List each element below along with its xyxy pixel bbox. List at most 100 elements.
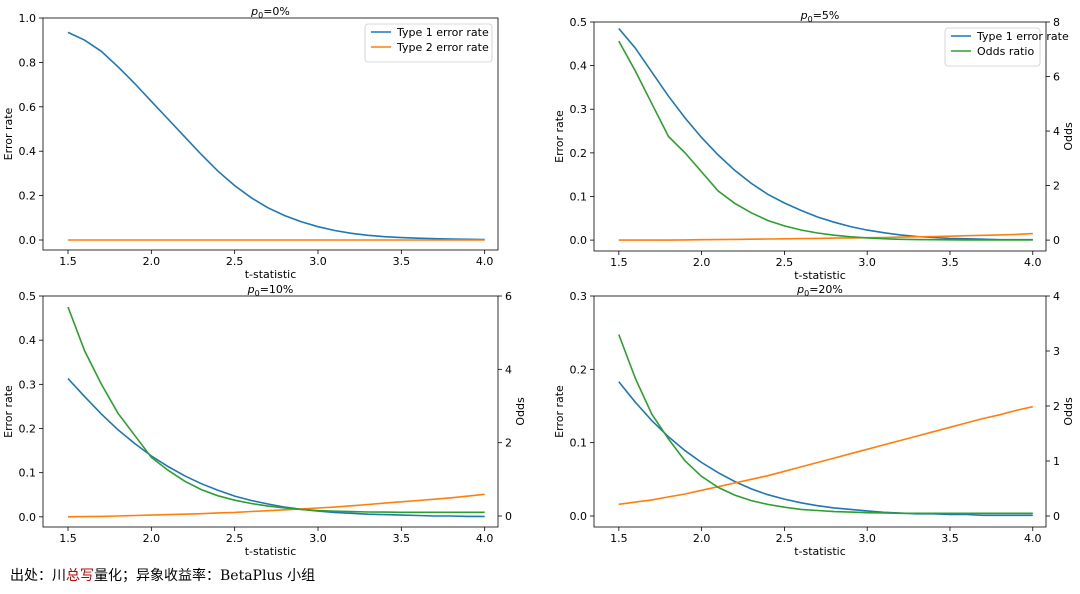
y-tick-label: 0.4 [19, 334, 37, 347]
y2-tick-label: 2 [505, 437, 512, 450]
y-tick-label: 0.0 [570, 510, 588, 523]
y-tick-label: 0.5 [570, 16, 588, 29]
series-line [618, 381, 1033, 517]
chart-panel: 1.5 2.0 2.5 3.0 3.5 4.0 0.0 0.1 0.2 0.3 0.4 0.5 0 2 4 6… [553, 9, 1075, 282]
x-tick-label: 2.0 [693, 256, 711, 269]
caption-suffix: 量化；异象收益率：BetaPlus 小组 [94, 568, 316, 584]
x-tick-label: 3.0 [309, 255, 327, 268]
x-tick-label: 2.0 [143, 255, 161, 268]
series-line [67, 378, 485, 518]
y-axis-label: Error rate [553, 385, 566, 438]
chart-title: p0=10% [247, 283, 294, 298]
x-tick-label: 2.5 [776, 256, 794, 269]
source-caption: 出处：川总写量化；异象收益率：BetaPlus 小组 [10, 565, 315, 585]
figure: 1.5 2.0 2.5 3.0 3.5 4.0 0.0 0.2 0.4 0.6 0.8 1.0 t-st… [2, 5, 1075, 558]
x-tick-label: 2.0 [143, 532, 161, 545]
legend-box [364, 23, 493, 63]
series-line [67, 306, 485, 514]
x-tick-label: 2.0 [693, 532, 711, 545]
y2-tick-label: 0 [1053, 234, 1060, 247]
plot-frame [42, 295, 499, 528]
x-tick-label: 1.5 [59, 532, 77, 545]
x-axis-label: t-statistic [245, 545, 297, 558]
y-tick-label: 0.3 [570, 103, 588, 116]
series-line [618, 232, 1033, 241]
y-tick-label: 0.4 [570, 60, 588, 73]
y2-tick-label: 0 [505, 510, 512, 523]
x-tick-label: 3.5 [941, 532, 959, 545]
y-tick-label: 0.0 [570, 234, 588, 247]
y2-tick-label: 6 [1053, 71, 1060, 84]
x-axis-label: t-statistic [245, 268, 297, 281]
y-axis-label: Error rate [2, 385, 15, 438]
x-tick-label: 2.5 [226, 532, 244, 545]
y2-tick-label: 4 [1053, 290, 1060, 303]
x-tick-label: 1.5 [610, 532, 628, 545]
x-tick-label: 1.5 [59, 255, 77, 268]
x-tick-label: 3.5 [393, 532, 411, 545]
y2-tick-label: 4 [1053, 125, 1060, 138]
y2-tick-label: 1 [1053, 455, 1060, 468]
y2-tick-label: 0 [1053, 510, 1060, 523]
x-tick-label: 4.0 [1024, 532, 1042, 545]
x-axis-label: t-statistic [794, 269, 846, 282]
y2-tick-label: 8 [1053, 16, 1060, 29]
chart-panel: 1.5 2.0 2.5 3.0 3.5 4.0 0.0 0.1 0.2 0.3 0 1 2 3 4 Odds t… [553, 283, 1075, 558]
plot-frame [593, 295, 1047, 528]
legend-label: Type 1 error rate [396, 26, 489, 39]
y-tick-label: 0.3 [19, 378, 37, 391]
y-tick-label: 0.0 [19, 511, 37, 524]
legend-label: Type 1 error rate [976, 30, 1069, 43]
caption-highlight: 总写 [66, 568, 94, 584]
y-tick-label: 0.3 [570, 290, 588, 303]
y-tick-label: 0.2 [19, 423, 37, 436]
caption-prefix: 出处：川 [10, 568, 66, 584]
series-line [67, 31, 485, 241]
x-tick-label: 3.5 [393, 255, 411, 268]
y-tick-label: 1.0 [19, 12, 37, 25]
plot-frame [593, 21, 1047, 252]
y2-tick-label: 4 [505, 363, 512, 376]
plot-frame [42, 17, 499, 251]
y2-axis-label: Odds [1062, 397, 1075, 426]
chart-title: p0=20% [796, 283, 843, 298]
series-line [618, 405, 1033, 506]
x-tick-label: 4.0 [476, 255, 494, 268]
y-tick-label: 0.8 [19, 56, 37, 69]
series-line [618, 27, 1033, 241]
series-line [67, 493, 485, 518]
y-tick-label: 0.1 [570, 437, 588, 450]
y-tick-label: 0.5 [19, 290, 37, 303]
legend-label: Odds ratio [977, 45, 1034, 58]
y2-axis-label: Odds [1062, 122, 1075, 151]
y-tick-label: 0.0 [19, 234, 37, 247]
y2-tick-label: 2 [1053, 400, 1060, 413]
legend-box [944, 27, 1041, 67]
x-tick-label: 3.0 [858, 532, 876, 545]
x-tick-label: 3.0 [858, 256, 876, 269]
y-tick-label: 0.2 [570, 147, 588, 160]
y-tick-label: 0.2 [19, 190, 37, 203]
chart-title: p0=0% [250, 5, 290, 20]
legend-label: Type 2 error rate [396, 41, 489, 54]
x-tick-label: 3.5 [941, 256, 959, 269]
chart-title: p0=5% [800, 9, 840, 24]
y2-tick-label: 3 [1053, 345, 1060, 358]
x-tick-label: 2.5 [776, 532, 794, 545]
y-tick-label: 0.1 [19, 467, 37, 480]
y-tick-label: 0.1 [570, 190, 588, 203]
y-axis-label: Error rate [2, 107, 15, 160]
y2-axis-label: Odds [514, 397, 527, 426]
x-tick-label: 2.5 [226, 255, 244, 268]
y-tick-label: 0.6 [19, 101, 37, 114]
chart-panel: 1.5 2.0 2.5 3.0 3.5 4.0 0.0 0.1 0.2 0.3 0.4 0.5 0 2 4 6… [2, 283, 527, 558]
series-line [618, 334, 1033, 515]
x-tick-label: 4.0 [476, 532, 494, 545]
y-axis-label: Error rate [553, 110, 566, 163]
chart-panel: 1.5 2.0 2.5 3.0 3.5 4.0 0.0 0.2 0.4 0.6 0.8 1.0 t-st… [2, 5, 499, 281]
y-tick-label: 0.4 [19, 145, 37, 158]
y-tick-label: 0.2 [570, 363, 588, 376]
series-line [618, 40, 1033, 241]
y2-tick-label: 6 [505, 290, 512, 303]
y2-tick-label: 2 [1053, 180, 1060, 193]
